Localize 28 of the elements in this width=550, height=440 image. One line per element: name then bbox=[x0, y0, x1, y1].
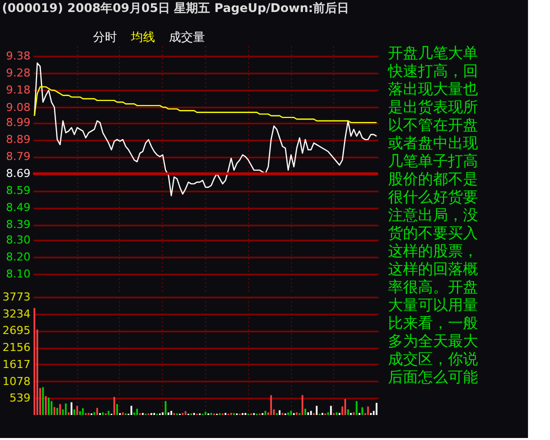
y-tick-label: 8.89 bbox=[6, 133, 30, 146]
y-tick-label: 8.10 bbox=[6, 267, 30, 280]
y-tick-label: 8.49 bbox=[6, 201, 30, 214]
y-tick-label: 9.08 bbox=[6, 100, 30, 114]
y-tick-label: 3234 bbox=[2, 307, 30, 320]
y-tick-label: 2156 bbox=[2, 341, 30, 354]
y-tick-label: 8.39 bbox=[6, 218, 30, 232]
y-tick-label: 539 bbox=[10, 392, 30, 405]
line-series bbox=[34, 62, 378, 196]
y-tick-label: 8.99 bbox=[6, 116, 30, 130]
line-series bbox=[34, 86, 378, 124]
y-tick-label: 1617 bbox=[2, 358, 30, 371]
text: 成交量 bbox=[169, 30, 205, 44]
y-tick-label: 9.28 bbox=[6, 66, 30, 80]
y-tick-label: 3773 bbox=[2, 290, 30, 304]
y-tick-label: 8.20 bbox=[6, 250, 30, 264]
text: 开盘几笔大单快速打高，回落出现大量也是出货表现所以不管在开盘或者盘中出现几笔单子打高股价的都不是很什么好货要注意出局，没货的不要买入这样的股票，这样的回落概率很高。开盘大量可以用量比来看，一般多为全天最大成交区，你说后面怎么可能 bbox=[388, 44, 478, 386]
y-tick-label: 1078 bbox=[2, 374, 30, 388]
y-tick-label: 8.79 bbox=[6, 150, 30, 164]
y-tick-label: 2695 bbox=[2, 324, 30, 338]
y-tick-label: 9.38 bbox=[6, 50, 30, 63]
y-tick-label: 8.59 bbox=[6, 184, 30, 198]
y-tick-label: 8.30 bbox=[6, 233, 30, 246]
text: 分时 bbox=[93, 30, 117, 44]
chart-title: (000019) 2008年09月05日 星期五 PageUp/Down:前后日 bbox=[2, 1, 350, 15]
text: 均线 bbox=[130, 30, 155, 44]
y-tick-label: 9.18 bbox=[6, 84, 30, 97]
y-tick-label: 8.69 bbox=[6, 167, 30, 180]
